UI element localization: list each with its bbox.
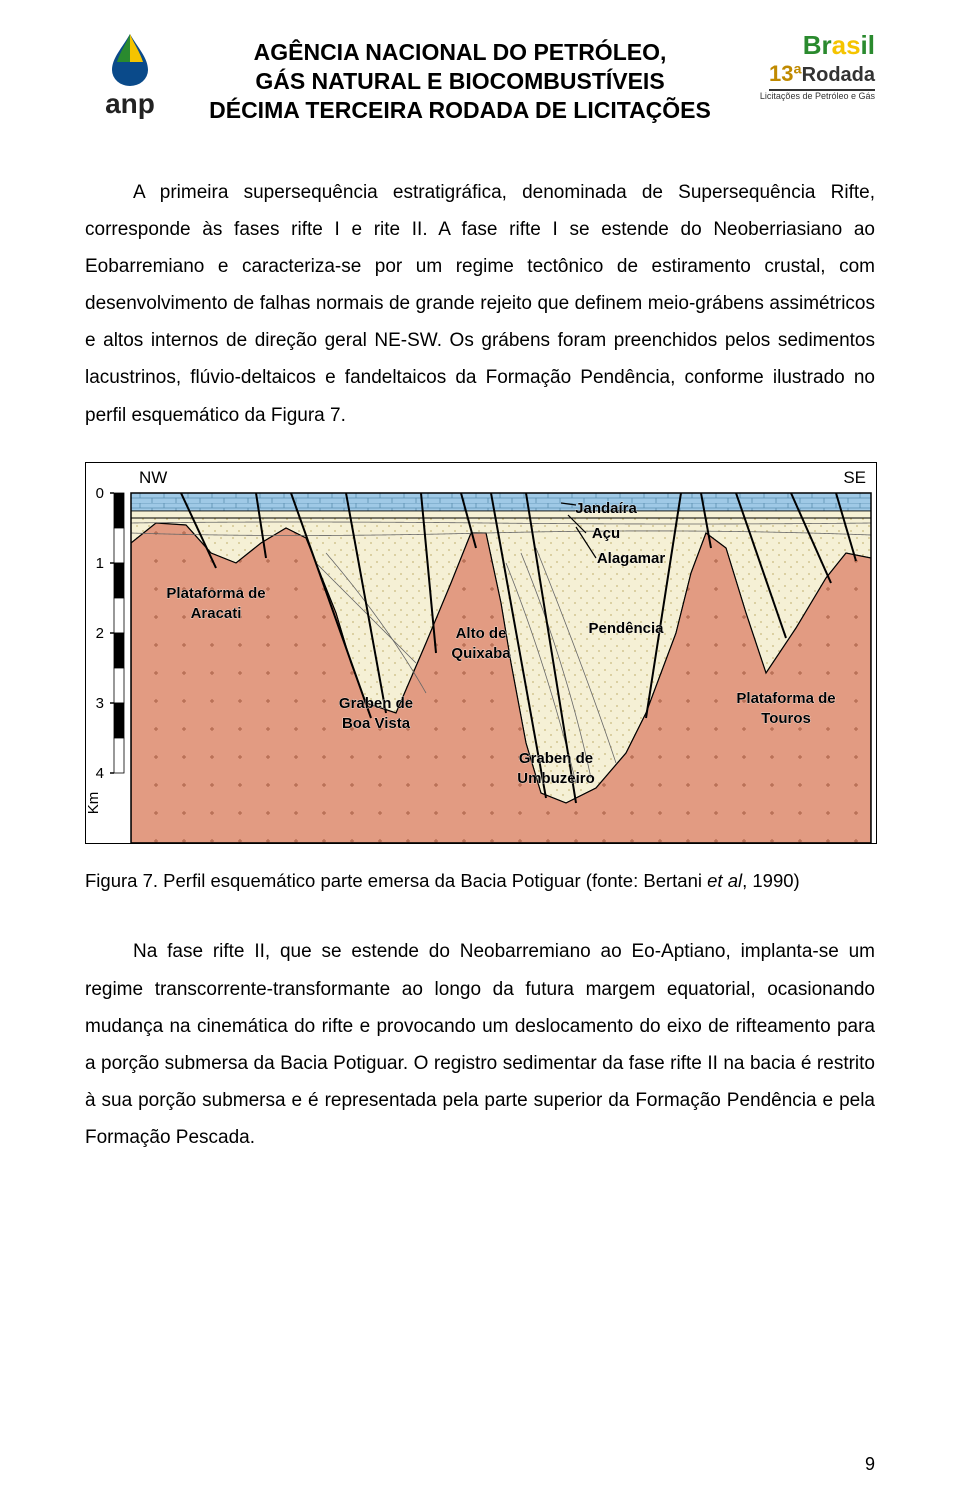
caption-label: Figura 7. [85, 870, 163, 891]
page-header: anp AGÊNCIA NACIONAL DO PETRÓLEO, GÁS NA… [85, 30, 875, 124]
caption-text: Perfil esquemático parte emersa da Bacia… [163, 870, 707, 891]
svg-text:Plataforma de: Plataforma de [736, 690, 835, 707]
svg-text:Açu: Açu [592, 525, 620, 542]
title-line-2: GÁS NATURAL E BIOCOMBUSTÍVEIS [185, 67, 735, 96]
svg-text:1: 1 [96, 555, 104, 572]
svg-text:2: 2 [96, 625, 104, 642]
svg-text:Quixaba: Quixaba [451, 645, 511, 662]
anp-logo: anp [85, 30, 175, 120]
title-line-1: AGÊNCIA NACIONAL DO PETRÓLEO, [185, 38, 735, 67]
svg-text:Jandaíra: Jandaíra [575, 500, 637, 517]
rodada-subtitle: Licitações de Petróleo e Gás [745, 91, 875, 101]
svg-text:Plataforma de: Plataforma de [166, 585, 265, 602]
header-title: AGÊNCIA NACIONAL DO PETRÓLEO, GÁS NATURA… [175, 30, 745, 124]
svg-text:Graben de: Graben de [519, 750, 593, 767]
svg-text:Alagamar: Alagamar [597, 550, 666, 567]
brasil-rodada-logo: Brasil 13ªRodada Licitações de Petróleo … [745, 30, 875, 101]
svg-text:Km: Km [86, 791, 102, 814]
rodada-text: Rodada [802, 64, 875, 86]
caption-suffix: , 1990) [742, 870, 800, 891]
paragraph-2: Na fase rifte II, que se estende do Neob… [85, 933, 875, 1155]
svg-text:NW: NW [139, 468, 167, 487]
svg-text:Umbuzeiro: Umbuzeiro [517, 770, 595, 787]
paragraph-1: A primeira supersequência estratigráfica… [85, 174, 875, 433]
svg-text:Touros: Touros [761, 710, 811, 727]
figure-7-caption: Figura 7. Perfil esquemático parte emers… [85, 868, 875, 894]
cross-section-svg: 0 1 2 3 4 Km NW SE Jandaíra Açu Alagamar Plataforma… [86, 463, 876, 843]
svg-text:SE: SE [843, 468, 866, 487]
title-line-3: DÉCIMA TERCEIRA RODADA DE LICITAÇÕES [185, 96, 735, 125]
rodada-number: 13ª [769, 61, 802, 86]
document-page: anp AGÊNCIA NACIONAL DO PETRÓLEO, GÁS NA… [0, 0, 960, 1497]
svg-text:Aracati: Aracati [191, 605, 242, 622]
rodada-line: 13ªRodada [769, 61, 875, 91]
svg-text:4: 4 [96, 765, 104, 782]
figure-7-diagram: 0 1 2 3 4 Km NW SE Jandaíra Açu Alagamar Plataforma… [85, 462, 877, 844]
svg-text:Boa Vista: Boa Vista [342, 715, 411, 732]
page-number: 9 [865, 1454, 875, 1475]
paragraph-1-text: A primeira supersequência estratigráfica… [85, 182, 875, 425]
caption-italic: et al [707, 870, 742, 891]
brasil-text: Brasil [745, 30, 875, 61]
svg-text:Graben de: Graben de [339, 695, 413, 712]
svg-text:0: 0 [96, 485, 104, 502]
svg-text:3: 3 [96, 695, 104, 712]
svg-text:Alto de: Alto de [456, 625, 507, 642]
paragraph-2-text: Na fase rifte II, que se estende do Neob… [85, 941, 875, 1147]
svg-text:Pendência: Pendência [588, 620, 664, 637]
anp-logo-text: anp [85, 88, 175, 120]
anp-drop-icon [102, 30, 158, 86]
